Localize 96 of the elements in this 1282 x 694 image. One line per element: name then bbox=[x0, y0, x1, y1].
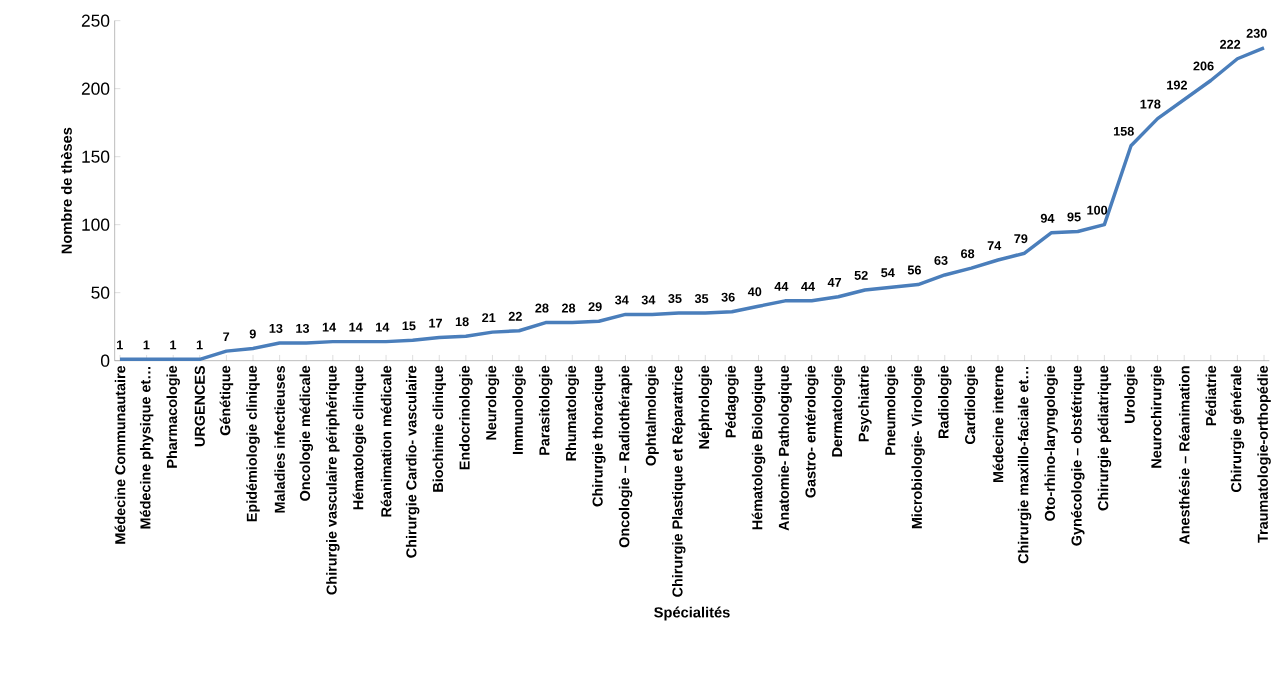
x-tick-label: Epidémiologie clinique bbox=[246, 365, 260, 522]
x-tick-label: Traumatologie-orthopédie bbox=[1257, 365, 1271, 543]
data-label: 34 bbox=[641, 295, 656, 305]
y-tick-label: 50 bbox=[91, 286, 110, 299]
x-tick-label: Psychiatrie bbox=[858, 365, 872, 442]
x-tick-label: Neurologie bbox=[485, 365, 500, 440]
y-axis-title: Nombre de thèses bbox=[60, 127, 72, 254]
x-tick-label: Chirurgie pédiatrique bbox=[1097, 365, 1112, 511]
data-label: 44 bbox=[801, 282, 815, 291]
data-label: 21 bbox=[482, 313, 496, 323]
x-tick-label: Urologie bbox=[1124, 365, 1138, 423]
data-label: 14 bbox=[322, 322, 337, 332]
data-label: 36 bbox=[721, 292, 735, 302]
data-label: 1 bbox=[170, 340, 177, 350]
x-tick-label: Radiologie bbox=[938, 365, 952, 439]
y-tick-label: 250 bbox=[81, 14, 110, 27]
y-tick-label: 100 bbox=[82, 218, 110, 231]
data-label: 178 bbox=[1140, 99, 1161, 109]
data-label: 68 bbox=[961, 249, 975, 259]
x-tick-label: Chirurgie Cardio- vasculaire bbox=[405, 365, 420, 558]
x-tick-label: Pédagogie bbox=[725, 365, 739, 438]
data-label: 13 bbox=[296, 323, 310, 333]
x-tick-label: Immunologie bbox=[512, 365, 526, 455]
data-label: 56 bbox=[907, 265, 921, 275]
data-label: 192 bbox=[1167, 80, 1187, 90]
y-tick-label: 200 bbox=[81, 82, 110, 95]
x-tick-label: Ophtalmologie bbox=[645, 365, 659, 466]
x-axis-title: Spécialités bbox=[654, 606, 730, 621]
y-tick-label: 150 bbox=[82, 150, 110, 163]
x-tick-label: Biochimie clinique bbox=[432, 365, 446, 492]
x-tick-label: Oto-rhino-laryngologie bbox=[1044, 365, 1058, 521]
data-label: 63 bbox=[934, 255, 948, 265]
data-label: 22 bbox=[508, 311, 522, 321]
x-tick-label: Génétique bbox=[219, 365, 234, 436]
data-label: 94 bbox=[1040, 213, 1055, 223]
x-tick-label: Chirurgie maxillo-faciale et… bbox=[1017, 367, 1032, 564]
data-label: 13 bbox=[269, 323, 283, 333]
x-tick-label: Oncologie médicale bbox=[299, 365, 314, 501]
x-tick-label: Gastro- entérologie bbox=[804, 365, 819, 498]
x-tick-label: Dermatologie bbox=[831, 365, 846, 457]
y-tick-label: 0 bbox=[100, 354, 110, 367]
x-tick-label: Chirurgie thoracique bbox=[592, 365, 606, 507]
data-label: 18 bbox=[455, 317, 469, 327]
x-tick-label: Oncologie – Radiothérapie bbox=[618, 365, 633, 548]
data-label: 14 bbox=[376, 322, 390, 332]
x-tick-label: Rhumatologie bbox=[565, 365, 580, 461]
x-tick-label: Maladies infectieuses bbox=[274, 365, 285, 513]
data-label: 1 bbox=[117, 340, 123, 350]
x-tick-label: Médecine physique et… bbox=[139, 367, 154, 529]
x-tick-label: Pneumologie bbox=[884, 365, 899, 455]
data-label: 54 bbox=[881, 268, 895, 278]
x-tick-label: URGENCES bbox=[194, 365, 205, 447]
x-tick-label: Anatomie- Pathologique bbox=[778, 365, 792, 531]
data-label: 28 bbox=[561, 303, 576, 313]
data-label: 7 bbox=[223, 332, 230, 342]
x-tick-label: Médecine interne bbox=[992, 365, 1004, 483]
data-label: 17 bbox=[429, 318, 442, 328]
x-tick-label: Pédiatrie bbox=[1205, 365, 1217, 426]
data-label: 15 bbox=[402, 321, 416, 331]
x-tick-label: Microbiologie- Virologie bbox=[911, 365, 925, 529]
x-tick-label: Chirurgie vasculaire périphérique bbox=[326, 365, 340, 595]
data-label: 35 bbox=[668, 294, 682, 304]
data-label: 230 bbox=[1246, 28, 1267, 38]
x-tick-label: Pharmacologie bbox=[166, 365, 180, 468]
data-label: 158 bbox=[1113, 126, 1134, 136]
x-tick-label: Hématologie clinique bbox=[352, 365, 367, 510]
data-label: 222 bbox=[1220, 39, 1241, 49]
data-label: 206 bbox=[1193, 61, 1214, 71]
data-label: 34 bbox=[614, 295, 629, 305]
data-label: 1 bbox=[196, 340, 203, 350]
data-label: 35 bbox=[694, 294, 709, 304]
data-label: 52 bbox=[854, 270, 868, 280]
data-label: 40 bbox=[747, 287, 762, 297]
data-label: 74 bbox=[987, 241, 1002, 250]
x-tick-label: Anesthésie – Réanimation bbox=[1178, 366, 1190, 545]
data-label: 95 bbox=[1067, 212, 1081, 222]
data-label: 28 bbox=[535, 303, 549, 313]
data-label: 100 bbox=[1087, 205, 1108, 215]
data-label: 79 bbox=[1014, 234, 1028, 244]
data-label: 14 bbox=[349, 322, 363, 332]
data-label: 1 bbox=[143, 340, 150, 350]
x-tick-label: Hématologie Biologique bbox=[751, 365, 766, 530]
data-label: 29 bbox=[588, 302, 602, 312]
x-tick-label: Gynécologie – obstétrique bbox=[1070, 365, 1085, 546]
x-tick-label: Chirurgie Plastique et Réparatrice bbox=[671, 365, 686, 597]
x-tick-label: Chirurgie générale bbox=[1230, 365, 1245, 493]
x-tick-label: Endocrinologie bbox=[459, 365, 473, 470]
data-label: 44 bbox=[774, 282, 789, 291]
x-tick-label: Médecine Communautaire bbox=[114, 365, 126, 544]
data-label: 9 bbox=[249, 329, 256, 339]
data-label: 47 bbox=[827, 277, 842, 287]
x-tick-label: Parasitologie bbox=[538, 365, 553, 455]
x-tick-label: Neurochirurgie bbox=[1150, 365, 1165, 468]
x-tick-label: Cardiologie bbox=[964, 365, 979, 444]
x-tick-label: Réanimation médicale bbox=[380, 365, 392, 517]
x-tick-label: Néphrologie bbox=[698, 365, 713, 449]
